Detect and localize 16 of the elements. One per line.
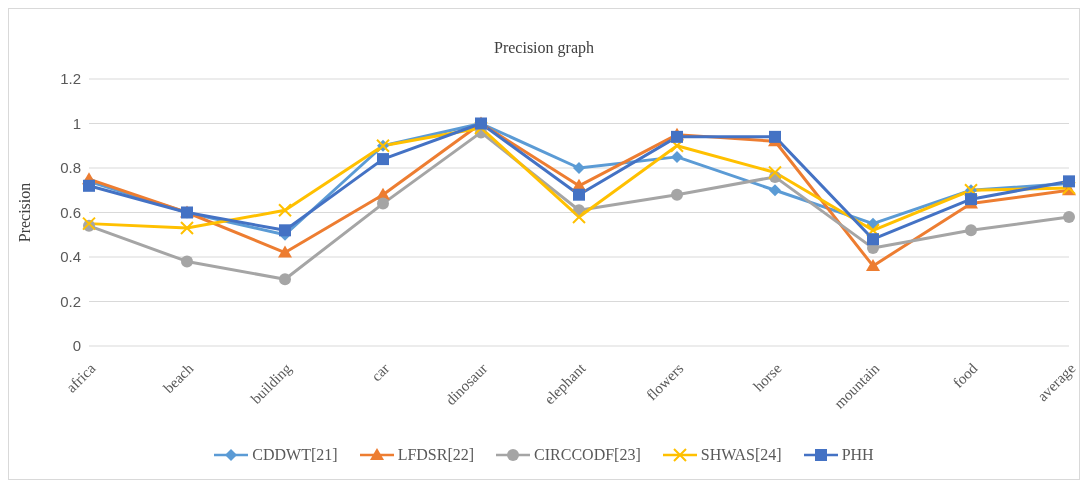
legend-label: CIRCCODF[23] <box>533 446 641 464</box>
y-tick-label: 0 <box>72 337 81 355</box>
y-tick-label: 0.8 <box>60 159 81 177</box>
legend-label: LFDSR[22] <box>396 446 475 464</box>
legend-label: PHH <box>840 446 874 464</box>
y-tick-label: 1.2 <box>60 70 81 88</box>
y-tick-label: 0.6 <box>60 203 81 221</box>
legend-label: SHWAS[24] <box>699 446 782 464</box>
y-tick-label: 0.2 <box>60 292 81 310</box>
y-tick-label: 0.4 <box>60 248 81 266</box>
x-tick-label: food <box>949 359 981 391</box>
legend-label: CDDWT[21] <box>251 446 338 464</box>
x-tick-label: car <box>368 360 393 385</box>
y-axis-title: Precision <box>15 182 33 243</box>
chart-title: Precision graph <box>493 39 595 57</box>
y-tick-label: 1 <box>72 114 81 132</box>
